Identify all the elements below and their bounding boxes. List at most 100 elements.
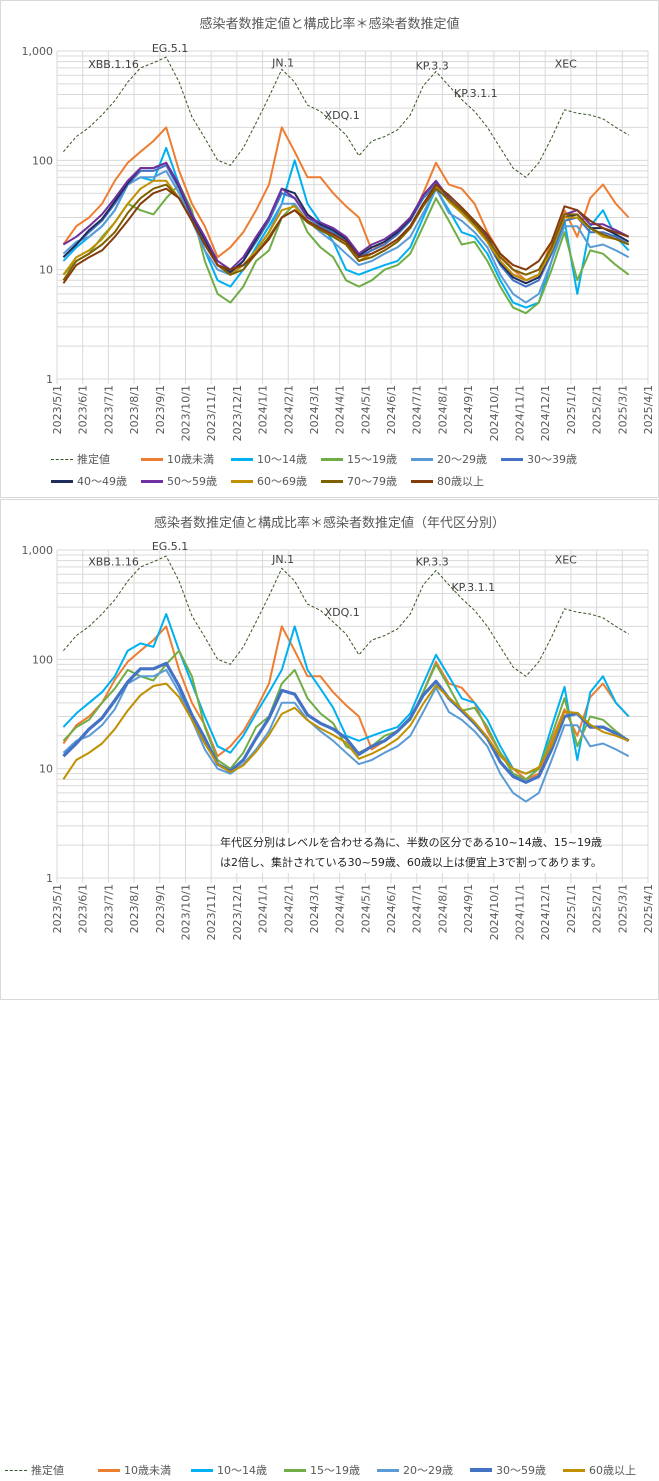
legend-label: 30～39歳	[527, 453, 577, 466]
series-line	[62, 682, 630, 780]
x-tick-label: 2023/10/1	[179, 385, 192, 441]
legend-swatch	[191, 1468, 213, 1472]
legend-swatch	[231, 479, 253, 483]
legend-item: 10歳未満	[98, 1459, 191, 1481]
legend-swatch	[470, 1468, 492, 1472]
legend-label: 15～19歳	[347, 453, 397, 466]
x-tick-label: 2024/1/1	[257, 385, 270, 434]
series-line	[62, 661, 630, 784]
legend-swatch	[51, 458, 73, 460]
variant-annotation: JN.1	[271, 57, 294, 70]
x-tick-label: 2024/7/1	[411, 884, 424, 933]
series-line	[62, 613, 630, 775]
x-tick-label: 2024/5/1	[359, 884, 372, 933]
x-tick-label: 2024/9/1	[462, 385, 475, 434]
legend-item: 推定値	[5, 1459, 98, 1481]
x-tick-label: 2023/7/1	[102, 385, 115, 434]
note-line: は2倍し、集計されている30~59歳、60歳以上は便宜上3で割ってあります。	[220, 856, 602, 869]
x-tick-label: 2023/8/1	[128, 385, 141, 434]
x-tick-label: 2025/4/1	[642, 884, 655, 933]
series-line	[63, 555, 629, 677]
legend-label: 60～69歳	[257, 475, 307, 488]
legend-label: 20～29歳	[437, 453, 487, 466]
x-tick-label: 2024/3/1	[308, 385, 321, 434]
x-tick-label: 2024/10/1	[488, 884, 501, 940]
chart-plot: 2023/5/1 2023/6/1 2023/7/1 2023/8/1 2023/9/1…	[22, 42, 656, 441]
x-tick-label: 2023/5/1	[51, 884, 64, 933]
chart-panel-age-groups: 感染者数推定値と構成比率＊感染者数推定値（年代区分別） 2023/5/1 2023…	[0, 499, 659, 1477]
variant-annotation: XBB.1.16	[88, 58, 139, 71]
legend-swatch	[231, 457, 253, 461]
x-tick-label: 2024/6/1	[385, 385, 398, 434]
y-tick-label: 1	[46, 872, 53, 885]
legend-item: 15～19歳	[284, 1459, 377, 1481]
legend-swatch	[321, 479, 343, 483]
x-tick-label: 2024/2/1	[282, 385, 295, 434]
legend-label: 10歳未満	[167, 453, 214, 466]
legend-item: 10～14歳	[231, 448, 321, 470]
legend-swatch	[377, 1468, 399, 1472]
legend-swatch	[51, 479, 73, 483]
legend-label: 推定値	[31, 1464, 64, 1477]
x-tick-label: 2024/5/1	[359, 385, 372, 434]
y-tick-label: 1	[46, 373, 53, 386]
legend-label: 10歳未満	[124, 1464, 171, 1477]
legend-item: 60～69歳	[231, 470, 321, 492]
y-tick-label: 1,000	[22, 544, 54, 557]
x-tick-label: 2023/12/1	[231, 385, 244, 441]
x-tick-label: 2023/8/1	[128, 884, 141, 933]
y-tick-label: 100	[32, 653, 53, 666]
legend-label: 50～59歳	[167, 475, 217, 488]
legend-label: 10～14歳	[217, 1464, 267, 1477]
variant-annotation: XEC	[555, 57, 577, 70]
x-tick-label: 2024/7/1	[411, 385, 424, 434]
legend-item: 15～19歳	[321, 448, 411, 470]
legend-swatch	[411, 479, 433, 483]
legend-swatch	[563, 1468, 585, 1472]
x-tick-label: 2025/2/1	[591, 884, 604, 933]
x-tick-label: 2024/8/1	[436, 385, 449, 434]
x-tick-label: 2024/4/1	[334, 385, 347, 434]
legend-item: 30～59歳	[470, 1459, 563, 1481]
y-tick-label: 10	[39, 264, 53, 277]
legend-label: 70～79歳	[347, 475, 397, 488]
x-tick-label: 2023/6/1	[77, 884, 90, 933]
x-tick-label: 2025/2/1	[591, 385, 604, 434]
y-tick-label: 10	[39, 763, 53, 776]
legend-swatch	[284, 1468, 306, 1472]
variant-annotation: KP.3.1.1	[454, 87, 498, 100]
chart-plot: 2023/5/1 2023/6/1 2023/7/1 2023/8/1 2023/9/1…	[22, 540, 656, 940]
series-line	[62, 169, 630, 304]
x-tick-label: 2025/3/1	[616, 385, 629, 434]
legend-label: 60歳以上	[589, 1464, 636, 1477]
chart-title: 感染者数推定値と構成比率＊感染者数推定値（年代区分別）	[153, 516, 505, 531]
legend-item: 30～39歳	[501, 448, 591, 470]
variant-annotation: JN.1	[271, 553, 294, 566]
x-tick-label: 2024/1/1	[257, 884, 270, 933]
legend-label: 推定値	[77, 453, 110, 466]
series-line	[62, 668, 630, 803]
x-tick-label: 2025/1/1	[565, 884, 578, 933]
x-tick-label: 2023/11/1	[205, 385, 218, 441]
x-tick-label: 2023/9/1	[154, 884, 167, 933]
variant-annotation: KP.3.3	[416, 556, 449, 569]
x-tick-label: 2024/9/1	[462, 884, 475, 933]
legend-item: 10～14歳	[191, 1459, 284, 1481]
legend-item: 70～79歳	[321, 470, 411, 492]
x-tick-label: 2023/10/1	[179, 884, 192, 940]
x-tick-label: 2023/5/1	[51, 385, 64, 434]
legend-swatch	[5, 1469, 27, 1471]
legend-item: 60歳以上	[563, 1459, 656, 1481]
x-tick-label: 2024/11/1	[514, 385, 527, 441]
x-tick-label: 2024/6/1	[385, 884, 398, 933]
chart-panel-all-ages: 感染者数推定値と構成比率＊感染者数推定値 2023/5/1 2023/6/1 202…	[0, 0, 659, 498]
note-line: 年代区分別はレベルを合わせる為に、半数の区分である10~14歳、15~19歳	[220, 836, 602, 849]
legend-label: 10～14歳	[257, 453, 307, 466]
x-tick-label: 2024/12/1	[539, 884, 552, 940]
x-tick-label: 2024/11/1	[514, 884, 527, 940]
x-tick-label: 2024/12/1	[539, 385, 552, 441]
variant-annotation: XEC	[555, 554, 577, 567]
variant-annotation: XDQ.1	[325, 606, 360, 619]
x-tick-label: 2025/4/1	[642, 385, 655, 434]
legend-item: 40～49歳	[51, 470, 141, 492]
